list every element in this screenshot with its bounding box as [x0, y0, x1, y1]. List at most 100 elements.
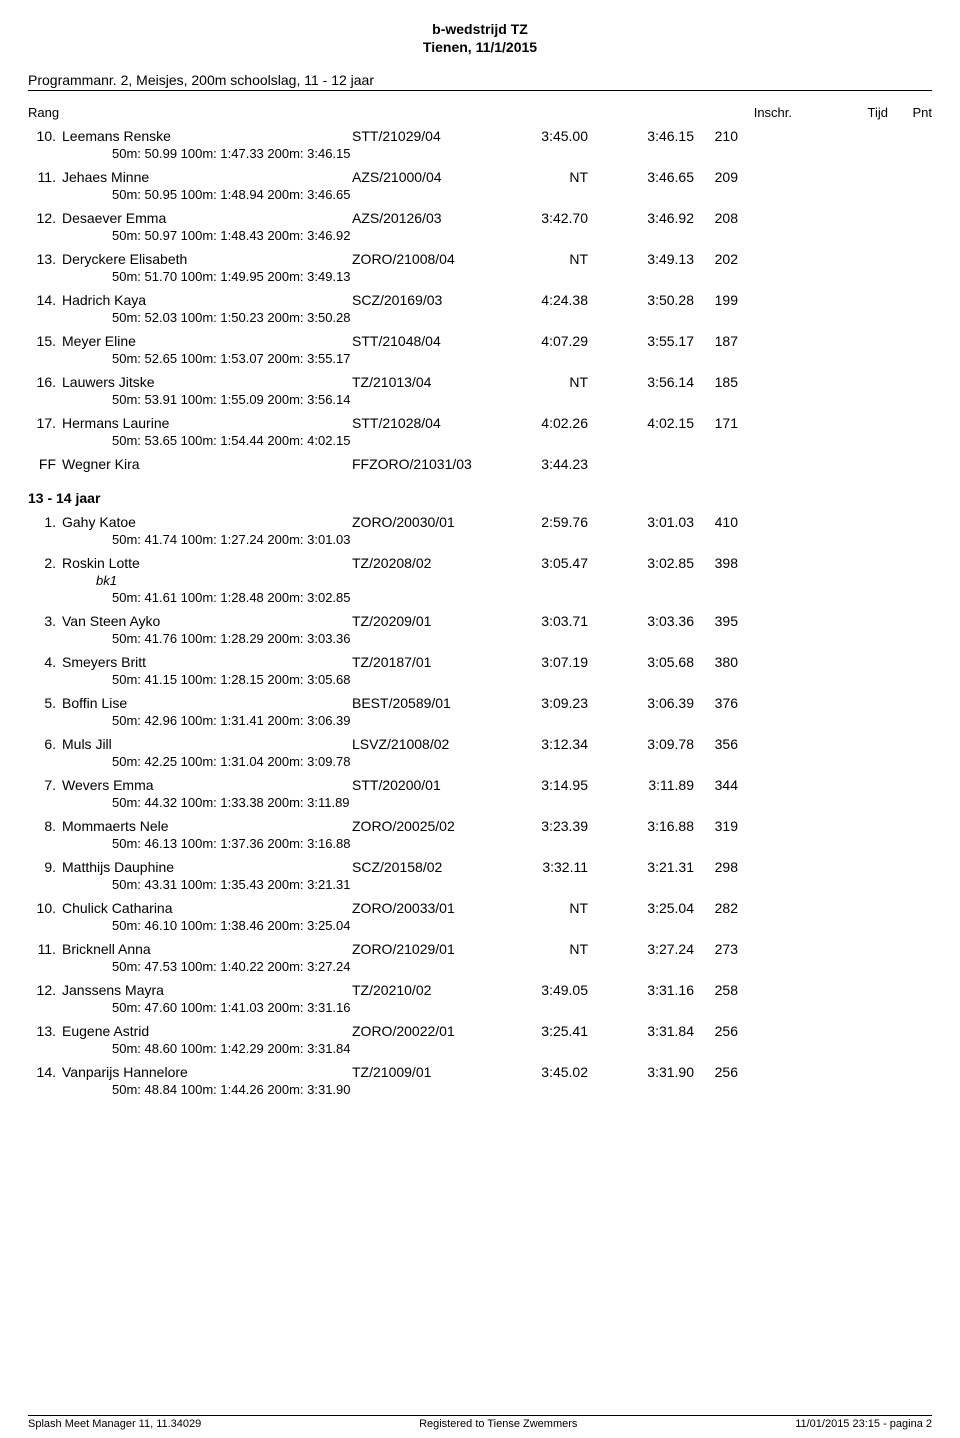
points: 199: [694, 292, 738, 308]
rank: 6.: [28, 736, 62, 752]
swimmer-name: Meyer Eline: [62, 333, 352, 349]
registration-code: SCZ/20169/03: [352, 292, 514, 308]
rank: 10.: [28, 128, 62, 144]
result-note: bk1: [28, 573, 932, 588]
final-time: 3:49.13: [588, 251, 694, 267]
points: 209: [694, 169, 738, 185]
entry-time: 3:45.02: [514, 1064, 588, 1080]
swimmer-name: Matthijs Dauphine: [62, 859, 352, 875]
page-footer: Splash Meet Manager 11, 11.34029 Registe…: [28, 1415, 932, 1430]
registration-code: STT/21028/04: [352, 415, 514, 431]
rank: 17.: [28, 415, 62, 431]
points: 202: [694, 251, 738, 267]
swimmer-name: Jehaes Minne: [62, 169, 352, 185]
entry-time: 4:07.29: [514, 333, 588, 349]
swimmer-name: Deryckere Elisabeth: [62, 251, 352, 267]
registration-code: TZ/20208/02: [352, 555, 514, 571]
split-times: 50m: 42.25 100m: 1:31.04 200m: 3:09.78: [28, 754, 932, 769]
result-row: 12.Desaever EmmaAZS/20126/033:42.703:46.…: [28, 210, 932, 226]
registration-code: TZ/21009/01: [352, 1064, 514, 1080]
final-time: 3:31.90: [588, 1064, 694, 1080]
swimmer-name: Van Steen Ayko: [62, 613, 352, 629]
footer-center: Registered to Tiense Zwemmers: [419, 1418, 577, 1430]
result-row: 14.Hadrich KayaSCZ/20169/034:24.383:50.2…: [28, 292, 932, 308]
swimmer-name: Boffin Lise: [62, 695, 352, 711]
entry-time: 3:49.05: [514, 982, 588, 998]
entry-time: 3:03.71: [514, 613, 588, 629]
result-row: 10.Leemans RenskeSTT/21029/043:45.003:46…: [28, 128, 932, 144]
entry-time: NT: [514, 900, 588, 916]
result-row: 17.Hermans LaurineSTT/21028/044:02.264:0…: [28, 415, 932, 431]
split-times: 50m: 42.96 100m: 1:31.41 200m: 3:06.39: [28, 713, 932, 728]
final-time: 3:06.39: [588, 695, 694, 711]
split-times: 50m: 50.99 100m: 1:47.33 200m: 3:46.15: [28, 146, 932, 161]
rank: 9.: [28, 859, 62, 875]
final-time: 3:21.31: [588, 859, 694, 875]
swimmer-name: Vanparijs Hannelore: [62, 1064, 352, 1080]
result-row: 11.Jehaes MinneAZS/21000/04NT3:46.65209: [28, 169, 932, 185]
split-times: 50m: 41.74 100m: 1:27.24 200m: 3:01.03: [28, 532, 932, 547]
entry-time: NT: [514, 374, 588, 390]
final-time: 3:27.24: [588, 941, 694, 957]
swimmer-name: Hadrich Kaya: [62, 292, 352, 308]
col-pnt: Pnt: [888, 105, 932, 120]
rank: 16.: [28, 374, 62, 390]
result-row: 7.Wevers EmmaSTT/20200/013:14.953:11.893…: [28, 777, 932, 793]
rank: 1.: [28, 514, 62, 530]
split-times: 50m: 50.97 100m: 1:48.43 200m: 3:46.92: [28, 228, 932, 243]
result-row: 5.Boffin LiseBEST/20589/013:09.233:06.39…: [28, 695, 932, 711]
split-times: 50m: 47.53 100m: 1:40.22 200m: 3:27.24: [28, 959, 932, 974]
swimmer-name: Smeyers Britt: [62, 654, 352, 670]
points: 185: [694, 374, 738, 390]
registration-code: STT/21048/04: [352, 333, 514, 349]
rank: 14.: [28, 1064, 62, 1080]
result-row: 11.Bricknell AnnaZORO/21029/01NT3:27.242…: [28, 941, 932, 957]
result-row: 15.Meyer ElineSTT/21048/044:07.293:55.17…: [28, 333, 932, 349]
registration-code: TZ/20187/01: [352, 654, 514, 670]
points: 258: [694, 982, 738, 998]
final-time: 3:50.28: [588, 292, 694, 308]
swimmer-name: Mommaerts Nele: [62, 818, 352, 834]
registration-code: AZS/20126/03: [352, 210, 514, 226]
rank: 10.: [28, 900, 62, 916]
result-row: 12.Janssens MayraTZ/20210/023:49.053:31.…: [28, 982, 932, 998]
result-row: 8.Mommaerts NeleZORO/20025/023:23.393:16…: [28, 818, 932, 834]
split-times: 50m: 43.31 100m: 1:35.43 200m: 3:21.31: [28, 877, 932, 892]
entry-time: 3:44.23: [514, 456, 588, 472]
rank: 15.: [28, 333, 62, 349]
result-row: 10.Chulick CatharinaZORO/20033/01NT3:25.…: [28, 900, 932, 916]
rank: FF: [28, 456, 62, 472]
swimmer-name: Eugene Astrid: [62, 1023, 352, 1039]
entry-time: NT: [514, 251, 588, 267]
swimmer-name: Wegner Kira: [62, 456, 352, 472]
result-row: 2.Roskin LotteTZ/20208/023:05.473:02.853…: [28, 555, 932, 571]
swimmer-name: Hermans Laurine: [62, 415, 352, 431]
final-time: 3:31.84: [588, 1023, 694, 1039]
registration-code: ZORO/21029/01: [352, 941, 514, 957]
swimmer-name: Muls Jill: [62, 736, 352, 752]
result-row: 13.Deryckere ElisabethZORO/21008/04NT3:4…: [28, 251, 932, 267]
result-row: 13.Eugene AstridZORO/20022/013:25.413:31…: [28, 1023, 932, 1039]
entry-time: 3:12.34: [514, 736, 588, 752]
split-times: 50m: 47.60 100m: 1:41.03 200m: 3:31.16: [28, 1000, 932, 1015]
registration-code: LSVZ/21008/02: [352, 736, 514, 752]
swimmer-name: Leemans Renske: [62, 128, 352, 144]
swimmer-name: Desaever Emma: [62, 210, 352, 226]
swimmer-name: Lauwers Jitske: [62, 374, 352, 390]
final-time: 3:46.65: [588, 169, 694, 185]
points: 256: [694, 1064, 738, 1080]
split-times: 50m: 48.60 100m: 1:42.29 200m: 3:31.84: [28, 1041, 932, 1056]
points: 356: [694, 736, 738, 752]
points: 171: [694, 415, 738, 431]
points: 256: [694, 1023, 738, 1039]
entry-time: 2:59.76: [514, 514, 588, 530]
final-time: 3:03.36: [588, 613, 694, 629]
results-container: 10.Leemans RenskeSTT/21029/043:45.003:46…: [28, 128, 932, 1097]
rank: 13.: [28, 251, 62, 267]
entry-time: 3:45.00: [514, 128, 588, 144]
split-times: 50m: 48.84 100m: 1:44.26 200m: 3:31.90: [28, 1082, 932, 1097]
points: 210: [694, 128, 738, 144]
entry-time: 3:42.70: [514, 210, 588, 226]
rank: 4.: [28, 654, 62, 670]
entry-time: 3:14.95: [514, 777, 588, 793]
